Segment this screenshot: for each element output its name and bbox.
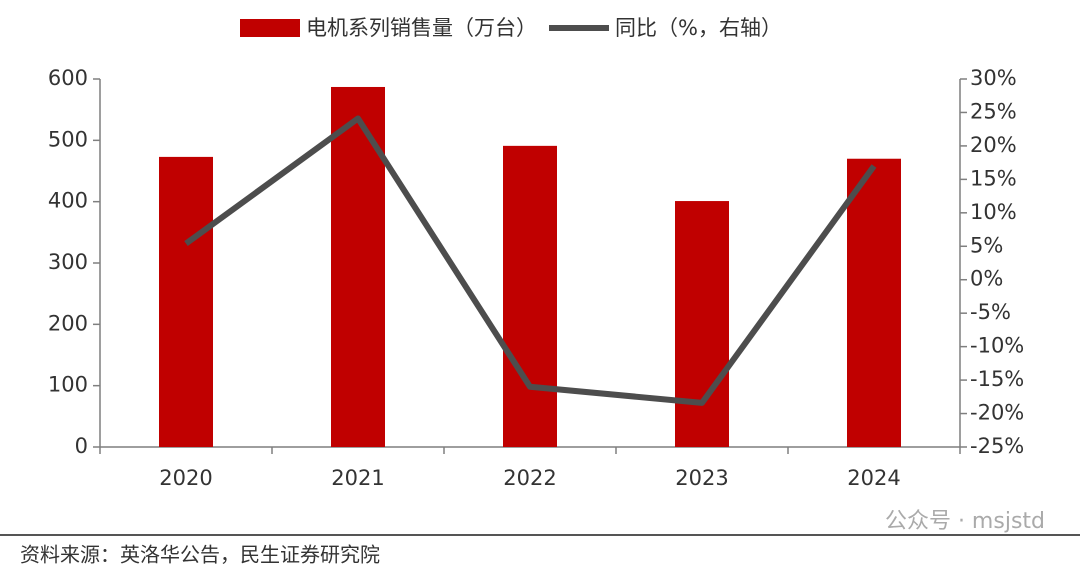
y2-tick-label: 0% — [970, 267, 1003, 291]
bar — [159, 156, 213, 448]
y2-tick-label: -20% — [970, 401, 1024, 425]
line-series — [184, 115, 877, 406]
x-tick-label: 2022 — [503, 466, 556, 490]
bar — [503, 145, 557, 447]
y2-tick-label: -10% — [970, 334, 1024, 358]
y2-tick-label: -25% — [970, 434, 1024, 458]
y2-tick-label: 20% — [970, 133, 1017, 157]
y-tick-label: 300 — [48, 250, 88, 274]
y2-tick-label: 25% — [970, 99, 1017, 123]
y-tick-label: 100 — [48, 373, 88, 397]
y-tick-label: 400 — [48, 189, 88, 213]
bar — [675, 201, 729, 447]
y-tick-label: 600 — [48, 66, 88, 90]
y2-tick-label: -15% — [970, 367, 1024, 391]
source-note: 资料来源：英洛华公告，民生证券研究院 — [20, 543, 380, 567]
x-tick-label: 2023 — [675, 466, 728, 490]
bar — [847, 158, 901, 447]
y-tick-label: 500 — [48, 127, 88, 151]
y2-tick-label: 10% — [970, 200, 1017, 224]
y2-tick-label: -5% — [970, 300, 1011, 324]
legend-swatch — [240, 19, 300, 37]
y2-tick-label: 15% — [970, 166, 1017, 190]
x-tick-label: 2021 — [331, 466, 384, 490]
y2-tick-label: 5% — [970, 233, 1003, 257]
bar — [331, 86, 385, 448]
x-tick-label: 2024 — [847, 466, 900, 490]
legend-label: 电机系列销售量（万台） — [306, 16, 537, 40]
watermark: 公众号 · msjstd — [885, 509, 1045, 534]
y-tick-label: 200 — [48, 311, 88, 335]
y2-tick-label: 30% — [970, 66, 1017, 90]
legend-label: 同比（%，右轴） — [615, 16, 782, 40]
x-tick-label: 2020 — [159, 466, 212, 490]
y-tick-label: 0 — [75, 434, 88, 458]
